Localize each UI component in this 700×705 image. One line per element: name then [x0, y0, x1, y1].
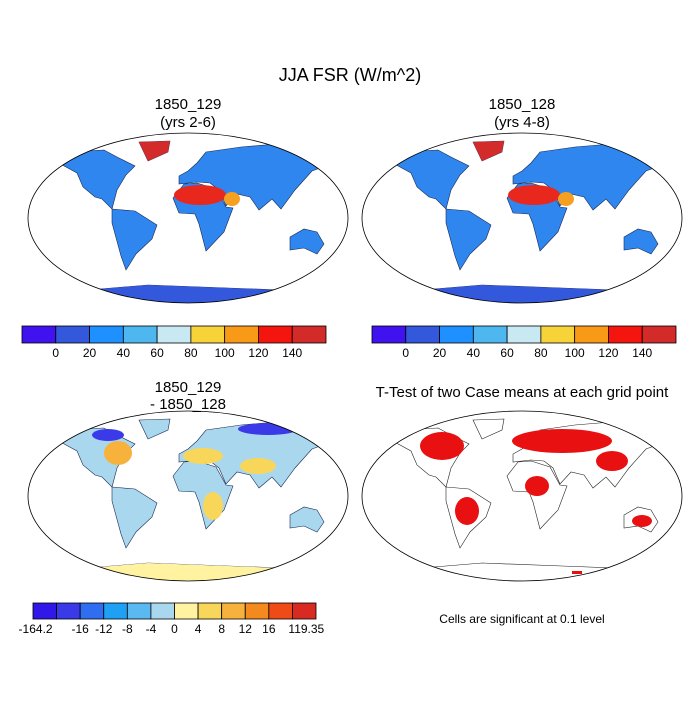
colorbar-box: [126, 602, 152, 620]
colorbar-box: [258, 325, 293, 344]
map: [361, 410, 683, 582]
colorbar-label: 0: [402, 346, 409, 360]
colorbar-label: -12: [95, 622, 113, 636]
colorbar-label: 120: [598, 346, 618, 360]
colorbar-label: 16: [262, 622, 276, 636]
colorbar-box: [150, 602, 175, 620]
colorbar-label: 0: [171, 622, 178, 636]
colorbar-label: 20: [83, 346, 97, 360]
colorbar-box: [174, 602, 199, 620]
colorbar-label: 100: [215, 346, 235, 360]
colorbar-box: [197, 602, 223, 620]
map: [27, 410, 349, 582]
colorbar-label: 119.35: [288, 622, 324, 636]
colorbar-box: [89, 325, 124, 344]
colorbar-box: [103, 602, 128, 620]
panel-title: T-Test of two Case means at each grid po…: [376, 384, 669, 401]
colorbar-label: 0: [52, 346, 59, 360]
colorbar-box: [439, 325, 474, 344]
colorbar-box: [224, 325, 259, 344]
colorbar-label: 8: [218, 622, 225, 636]
colorbar-label: 60: [150, 346, 164, 360]
colorbar-label: 40: [467, 346, 481, 360]
colorbar-box: [55, 325, 90, 344]
colorbar-label: -8: [122, 622, 133, 636]
colorbar-box: [371, 325, 407, 344]
colorbar-label: 80: [534, 346, 548, 360]
colorbar-box: [21, 325, 57, 344]
colorbars: 0 20 40 60 80 100 120 140 0 20 40 60 80 100 120 140-164…: [19, 325, 677, 636]
colorbar-box: [122, 325, 158, 344]
colorbar-box: [268, 602, 293, 620]
panel-subtitle: (yrs 2-6): [160, 114, 216, 131]
colorbar-label: 20: [433, 346, 447, 360]
colorbar-label: 140: [282, 346, 302, 360]
colorbar-box: [540, 325, 576, 344]
note: Cells are significant at 0.1 level: [439, 612, 604, 626]
colorbar-box: [405, 325, 440, 344]
colorbar-label: 12: [239, 622, 253, 636]
colorbar-label: 140: [632, 346, 652, 360]
panel-title: 1850_129: [155, 96, 222, 113]
map: [27, 132, 349, 304]
colorbar-box: [56, 602, 81, 620]
colorbar-box: [506, 325, 542, 344]
colorbar-box: [608, 325, 643, 344]
colorbar-label: -16: [71, 622, 89, 636]
panel-subtitle: (yrs 4-8): [494, 114, 550, 131]
colorbar-label: 120: [248, 346, 268, 360]
colorbar-box: [32, 602, 57, 620]
colorbar-box: [291, 325, 327, 344]
colorbar-label: 4: [195, 622, 202, 636]
colorbar-label: 100: [565, 346, 585, 360]
colorbar-box: [641, 325, 677, 344]
colorbar-box: [244, 602, 270, 620]
panel-title: 1850_128: [489, 96, 556, 113]
colorbar-label: -4: [146, 622, 157, 636]
colorbar-box: [221, 602, 246, 620]
colorbar-box: [472, 325, 508, 344]
panel-title: 1850_129: [155, 379, 222, 396]
colorbar-box: [574, 325, 609, 344]
colorbar-box: [156, 325, 192, 344]
figure-title: JJA FSR (W/m^2): [279, 65, 421, 85]
colorbar-label: -164.2: [19, 622, 53, 636]
colorbar-box: [190, 325, 226, 344]
colorbar-box: [292, 602, 317, 620]
colorbar-label: 60: [500, 346, 514, 360]
colorbar-label: 40: [117, 346, 131, 360]
map: [361, 132, 683, 304]
colorbar-box: [79, 602, 105, 620]
panel-subtitle: - 1850_128: [150, 396, 226, 413]
colorbar-label: 80: [184, 346, 198, 360]
